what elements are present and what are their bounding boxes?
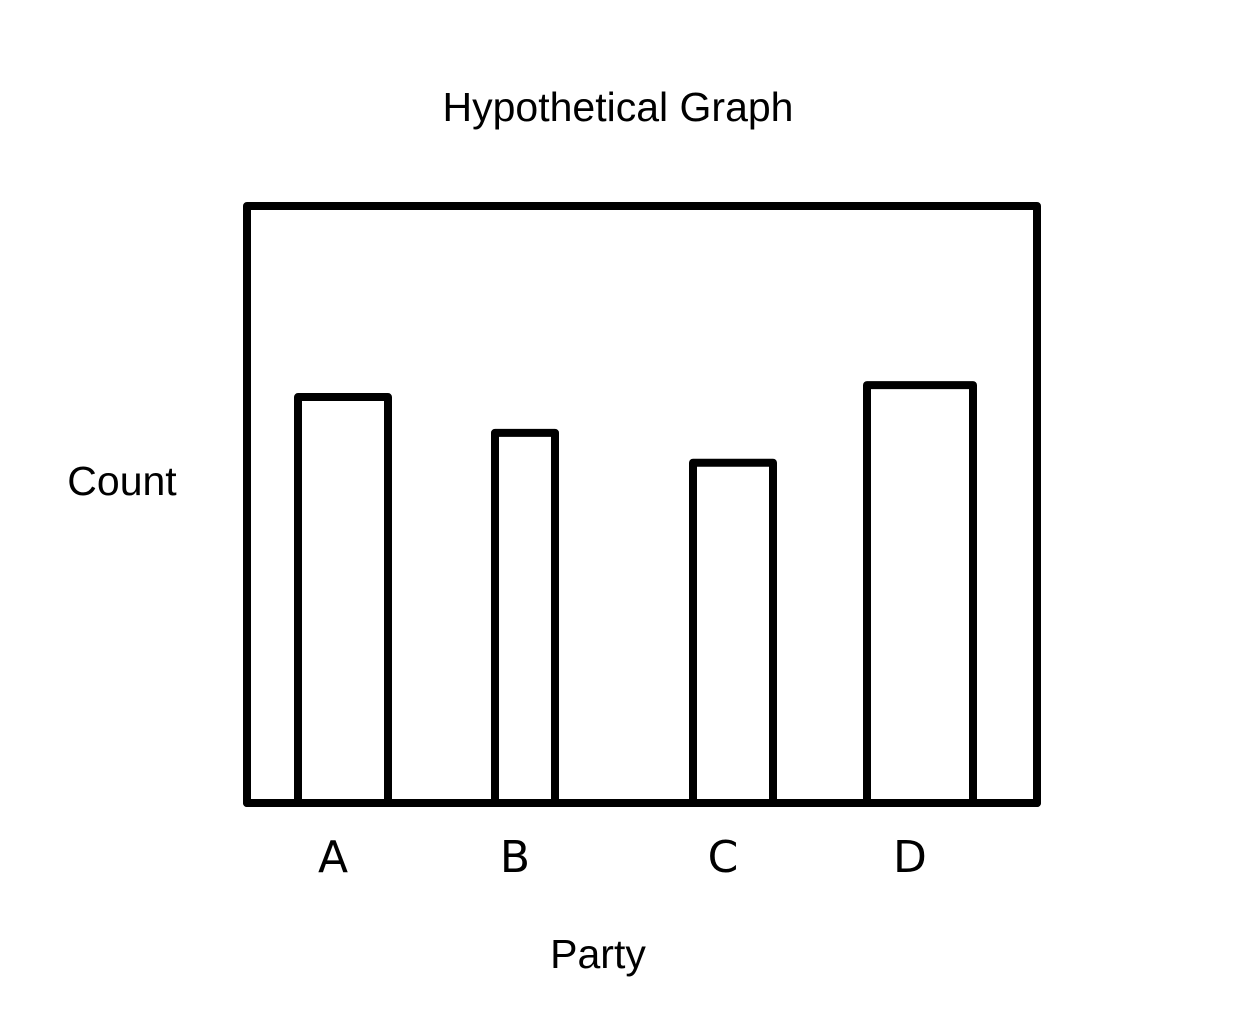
chart-title: Hypothetical Graph: [443, 84, 794, 130]
y-axis-label: Count: [67, 458, 177, 504]
bar-b: [491, 428, 559, 807]
bar-c: [689, 458, 777, 807]
x-tick-label-a: A: [318, 832, 348, 883]
bar-d: [863, 381, 977, 807]
x-tick-label-c: C: [708, 832, 739, 883]
x-tick-labels: A B C D: [318, 832, 927, 883]
bar-a: [294, 393, 392, 807]
x-axis-label: Party: [550, 931, 646, 977]
bars-group: [243, 381, 1041, 807]
x-tick-label-b: B: [500, 832, 530, 883]
x-tick-label-d: D: [893, 832, 927, 883]
